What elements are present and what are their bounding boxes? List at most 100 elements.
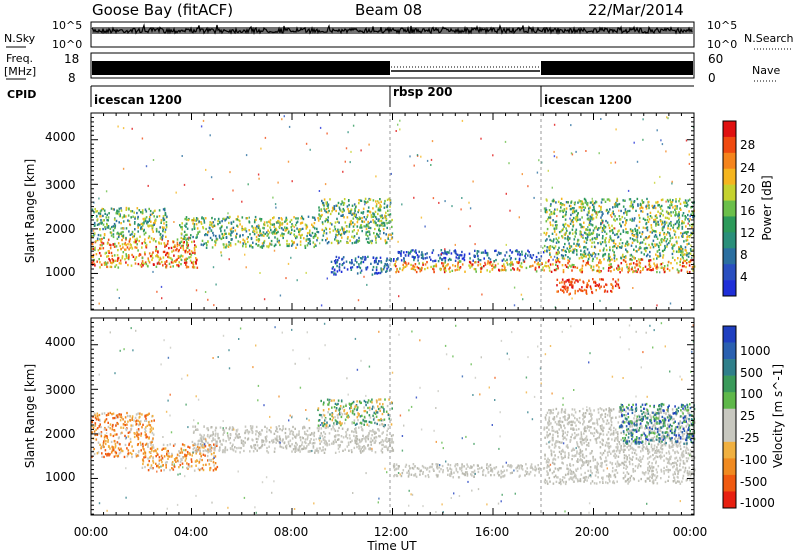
velocity-cell [97, 427, 99, 429]
velocity-cell [100, 433, 102, 435]
power-cell [127, 243, 129, 245]
velocity-cell [386, 434, 388, 436]
power-noise [441, 253, 442, 255]
power-cell [462, 263, 464, 265]
velocity-cell [138, 428, 140, 430]
power-cell [651, 231, 653, 233]
power-cell [173, 255, 175, 257]
power-noise [589, 264, 590, 266]
power-cell [596, 214, 598, 216]
power-cell [408, 262, 410, 264]
velocity-cell [120, 419, 122, 421]
power-cell [549, 254, 551, 256]
velocity-cell [216, 427, 218, 429]
power-cell [227, 216, 229, 218]
velocity-cell [104, 412, 106, 414]
power-cell [678, 223, 680, 225]
power-cell [672, 206, 674, 208]
velocity-cell [323, 431, 325, 433]
velocity-cell [148, 469, 150, 471]
power-cell [430, 259, 432, 261]
power-cell [106, 256, 108, 258]
power-cell [644, 248, 646, 250]
power-noise [431, 159, 432, 161]
power-cell [578, 239, 580, 241]
velocity-cell [251, 429, 253, 431]
power-cell [186, 241, 188, 243]
velocity-cell [203, 464, 205, 466]
power-cell [687, 271, 689, 273]
velocity-cell [309, 434, 311, 436]
velocity-cell [391, 435, 393, 437]
power-cell [626, 266, 628, 268]
velocity-cell [325, 427, 327, 429]
power-cell [338, 222, 340, 224]
power-cell [244, 227, 246, 229]
power-cell [469, 257, 471, 259]
power-cell [613, 218, 615, 220]
power-noise [497, 263, 498, 265]
power-cell [316, 228, 318, 230]
power-noise [229, 171, 230, 173]
power-cell [329, 228, 331, 230]
velocity-cell [242, 443, 244, 445]
velocity-cell [136, 413, 138, 415]
power-noise [552, 187, 553, 189]
velocity-cell [147, 457, 149, 459]
velocity-cell [334, 416, 336, 418]
power-cell [477, 264, 479, 266]
power-cell [118, 266, 120, 268]
power-noise [398, 295, 399, 297]
power-cell [365, 198, 367, 200]
power-cell [605, 253, 607, 255]
power-cell [685, 250, 687, 252]
power-noise [433, 197, 434, 199]
power-cell [547, 265, 549, 267]
power-noise [232, 190, 233, 192]
power-cell [106, 216, 108, 218]
velocity-cell [348, 450, 350, 452]
power-cell [314, 222, 316, 224]
velocity-cell [392, 434, 394, 436]
velocity-cell [305, 433, 307, 435]
power-cell [163, 219, 165, 221]
power-cell [361, 200, 363, 202]
power-cell [577, 280, 579, 282]
power-cell [166, 260, 168, 262]
velocity-cell [227, 449, 229, 451]
power-cell [133, 241, 135, 243]
power-cell [185, 264, 187, 266]
power-cell [557, 279, 559, 281]
power-cell [197, 227, 199, 229]
power-cell [581, 209, 583, 211]
power-cell [653, 258, 655, 260]
power-cell [579, 233, 581, 235]
power-cell [433, 249, 435, 251]
power-cell [657, 255, 659, 257]
power-cell [274, 245, 276, 247]
power-cell [563, 249, 565, 251]
power-noise [642, 118, 643, 120]
velocity-cell [213, 469, 215, 471]
power-cell [94, 208, 96, 210]
power-cell [575, 290, 577, 292]
power-cell [150, 210, 152, 212]
power-cell [509, 249, 511, 251]
power-cell [569, 258, 571, 260]
velocity-cell [150, 467, 152, 469]
power-cell [358, 209, 360, 211]
power-cell [596, 201, 598, 203]
power-cell [405, 255, 407, 257]
power-cell [657, 221, 659, 223]
velocity-cell [104, 436, 106, 438]
velocity-cell [233, 449, 235, 451]
velocity-cell [140, 449, 142, 451]
velocity-cell [229, 437, 231, 439]
velocity-cell [314, 452, 316, 454]
power-cell [597, 211, 599, 213]
velocity-cell [151, 420, 153, 422]
velocity-cell [100, 426, 102, 428]
power-cell [163, 215, 165, 217]
velocity-cell [318, 428, 320, 430]
velocity-cell [153, 434, 155, 436]
